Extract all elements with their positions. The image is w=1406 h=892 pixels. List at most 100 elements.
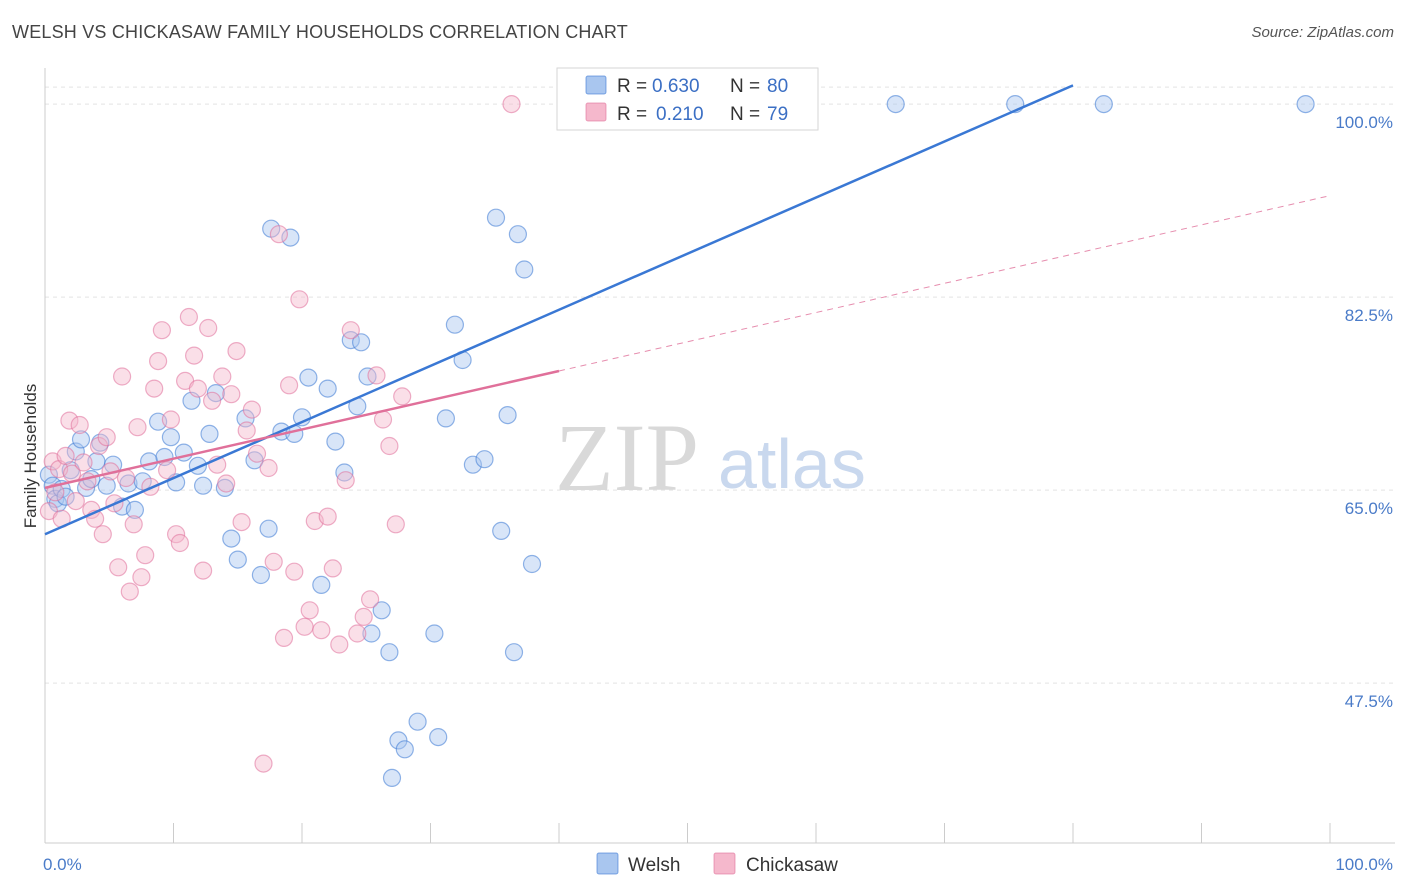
chickasaw-point-32 <box>161 410 180 429</box>
welsh-point-57 <box>408 712 427 731</box>
chickasaw-point-75 <box>393 387 412 406</box>
welsh-point-61 <box>445 315 464 334</box>
welsh-point-55 <box>389 731 408 750</box>
chickasaw-point-49 <box>242 400 261 419</box>
chickasaw-point-15 <box>93 525 112 544</box>
welsh-point-79 <box>1296 94 1315 114</box>
chickasaw-point-69 <box>354 607 373 627</box>
chickasaw-point-76 <box>502 94 521 114</box>
chickasaw-point-68 <box>348 624 367 643</box>
chickasaw-point-30 <box>152 321 171 340</box>
welsh-point-31 <box>222 529 241 548</box>
welsh-point-35 <box>251 565 270 585</box>
welsh-point-42 <box>299 368 318 387</box>
chickasaw-point-50 <box>247 444 267 463</box>
legend-bottom-chickasaw: Chickasaw <box>746 855 838 876</box>
legend-bottom-welsh: Welsh <box>628 855 680 876</box>
chickasaw-point-70 <box>361 590 380 609</box>
legend-welsh-n: 80 <box>767 76 788 97</box>
chickasaw-point-64 <box>323 559 342 578</box>
legend-stats: R = 0.630 N = 80 R = 0.210 N = 79 <box>556 67 819 131</box>
chickasaw-point-44 <box>217 474 236 493</box>
welsh-point-78 <box>1094 94 1113 114</box>
welsh-point-69 <box>508 225 528 244</box>
chickasaw-point-46 <box>227 342 246 361</box>
chickasaw-point-31 <box>158 461 177 480</box>
chickasaw-point-5 <box>56 446 75 465</box>
chart-title: WELSH VS CHICKASAW FAMILY HOUSEHOLDS COR… <box>12 22 628 42</box>
chickasaw-point-11 <box>78 472 97 491</box>
y-tick-label-1: 82.5% <box>1345 306 1393 325</box>
welsh-point-54 <box>382 768 402 788</box>
legend-welsh-r-label: R = <box>617 76 647 97</box>
chickasaw-point-6 <box>60 411 79 430</box>
welsh-point-52 <box>372 601 391 620</box>
welsh-point-49 <box>352 333 371 352</box>
legend-chickasaw-r-label: R = <box>617 104 647 125</box>
welsh-point-76 <box>886 94 905 114</box>
y-axis-label: Family Households <box>21 384 40 529</box>
chickasaw-point-51 <box>254 754 273 773</box>
y-tick-label-3: 47.5% <box>1345 692 1393 711</box>
legend-chickasaw-n-label: N = <box>730 104 760 125</box>
chickasaw-point-57 <box>285 562 304 581</box>
welsh-point-44 <box>318 379 337 398</box>
legend-bottom-swatch-welsh <box>596 852 619 875</box>
chickasaw-point-40 <box>199 318 218 338</box>
chickasaw-point-71 <box>367 366 386 385</box>
welsh-point-5 <box>56 487 75 506</box>
x-tick-label-1: 100.0% <box>1335 855 1393 874</box>
welsh-point-19 <box>140 452 159 471</box>
chickasaw-point-58 <box>290 290 309 309</box>
chickasaw-point-29 <box>149 352 168 371</box>
welsh-point-8 <box>71 430 91 449</box>
welsh-point-68 <box>504 643 524 662</box>
chickasaw-point-38 <box>188 379 207 398</box>
chickasaw-point-25 <box>132 568 151 587</box>
legend-swatch-chickasaw <box>585 102 607 122</box>
welsh-point-27 <box>194 476 213 495</box>
welsh-point-39 <box>281 228 300 247</box>
chickasaw-point-41 <box>203 391 222 410</box>
chickasaw-point-8 <box>66 492 85 511</box>
chickasaw-point-53 <box>264 552 283 571</box>
chickasaw-point-43 <box>213 367 232 386</box>
chickasaw-point-39 <box>194 561 213 580</box>
watermark-zip: ZIP <box>555 404 699 511</box>
chickasaw-point-20 <box>112 367 132 386</box>
welsh-point-58 <box>425 624 444 643</box>
welsh-point-22 <box>161 428 180 447</box>
legend-swatch-welsh <box>585 75 607 95</box>
welsh-point-70 <box>515 260 534 279</box>
chickasaw-point-59 <box>295 617 314 636</box>
chickasaw-point-45 <box>222 385 241 404</box>
chickasaw-point-2 <box>46 483 65 502</box>
chickasaw-point-34 <box>170 533 189 553</box>
grid-lines <box>45 86 1395 684</box>
chickasaw-point-9 <box>70 415 89 435</box>
chickasaw-point-16 <box>97 428 116 447</box>
chickasaw-point-67 <box>341 321 360 340</box>
y-tick-label-0: 100.0% <box>1335 113 1393 132</box>
welsh-point-65 <box>486 208 506 227</box>
chickasaw-point-37 <box>185 346 204 365</box>
welsh-point-53 <box>380 643 399 662</box>
watermark-atlas: atlas <box>718 425 866 503</box>
chickasaw-point-36 <box>179 307 198 327</box>
y-tick-label-2: 65.0% <box>1345 499 1393 518</box>
chickasaw-point-23 <box>124 515 143 534</box>
legend-welsh-r: 0.630 <box>652 76 700 97</box>
chickasaw-point-52 <box>259 458 278 478</box>
chickasaw-point-47 <box>232 512 251 532</box>
chickasaw-trend-extension <box>558 195 1331 372</box>
welsh-point-64 <box>475 450 494 469</box>
chickasaw-point-28 <box>145 379 164 398</box>
chickasaw-trend-line <box>44 369 560 490</box>
chickasaw-point-54 <box>269 225 288 244</box>
welsh-point-28 <box>200 424 219 443</box>
chickasaw-point-22 <box>120 582 139 601</box>
chickasaw-point-74 <box>386 515 405 534</box>
chickasaw-point-33 <box>167 525 186 544</box>
chickasaw-point-73 <box>380 436 399 456</box>
